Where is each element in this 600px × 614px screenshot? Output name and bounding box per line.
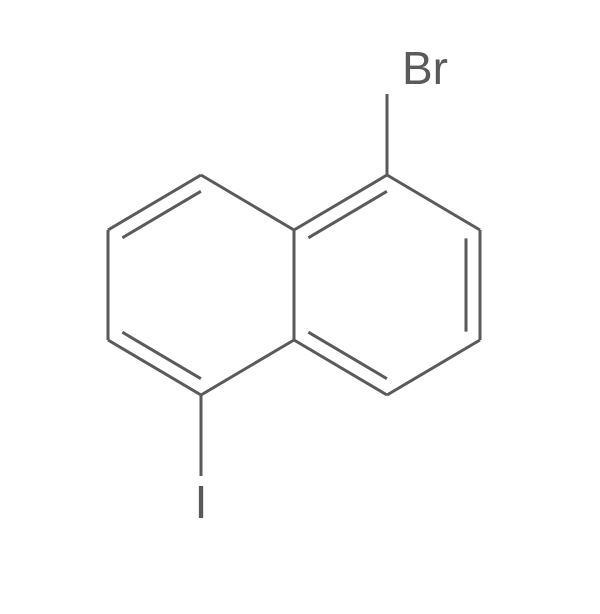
atom-label-i: I [195, 476, 208, 528]
molecule-diagram: Br I [0, 0, 600, 614]
bond-c1-c2 [387, 175, 480, 230]
atom-label-br: Br [402, 42, 448, 94]
bond-c5-c6 [108, 332, 201, 395]
bond-c8-c8a [201, 175, 294, 230]
bond-c2-c3 [466, 230, 480, 340]
bond-c4a-c5 [201, 340, 294, 395]
bond-c3-c4 [387, 340, 480, 395]
bond-c4-c4a [294, 332, 387, 395]
bond-c8a-c1 [294, 175, 387, 238]
bond-c7-c8 [108, 175, 201, 238]
